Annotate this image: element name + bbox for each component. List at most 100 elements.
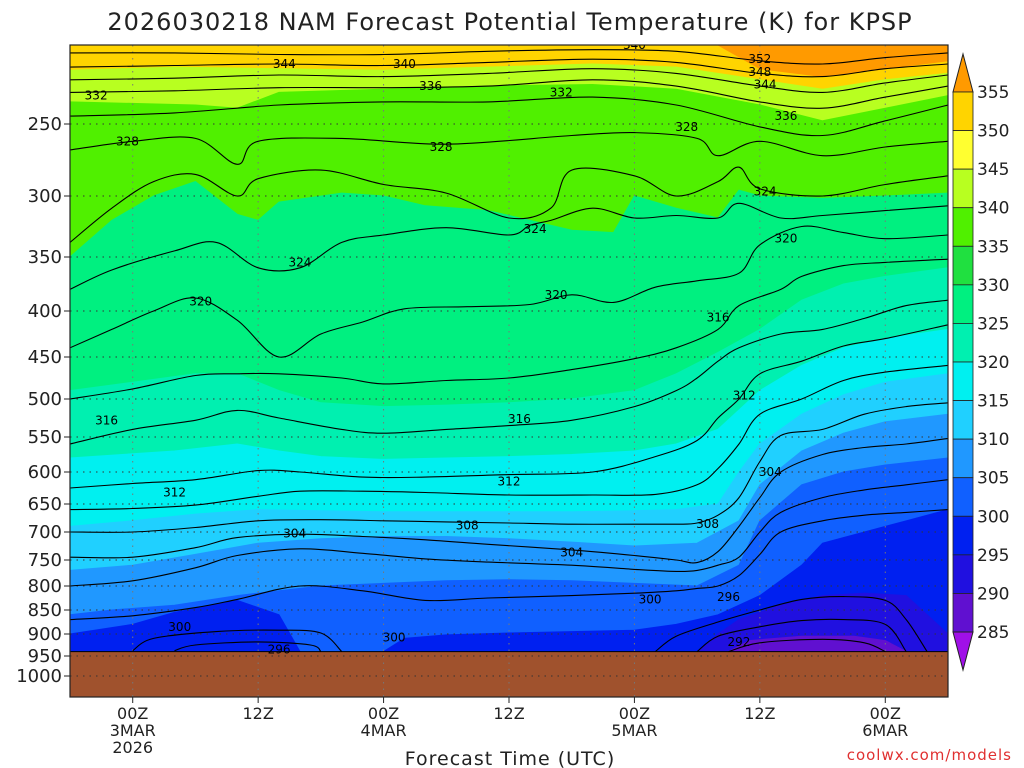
y-tick-label-600: 600 (28, 462, 62, 483)
colorbar-label-290: 290 (977, 584, 1009, 604)
contour-label-7: 348 (748, 65, 771, 79)
contour-label-27: 304 (759, 465, 782, 479)
colorbar-label-300: 300 (977, 507, 1009, 527)
contour-line-17 (132, 629, 343, 653)
contour-label-23: 312 (163, 485, 186, 499)
colorbar-band-6 (952, 284, 974, 324)
colorbar-label-315: 315 (977, 392, 1009, 412)
contour-label-4: 332 (550, 85, 573, 99)
contour-label-18: 320 (189, 294, 212, 308)
contour-label-21: 316 (508, 412, 531, 426)
contour-label-22: 312 (733, 389, 756, 403)
x-axis-title: Forecast Time (UTC) (405, 748, 615, 768)
contour-label-15: 324 (288, 255, 311, 269)
colorbar-label-295: 295 (977, 546, 1009, 566)
contour-line-20 (696, 618, 907, 653)
colorbar-band-1 (952, 91, 974, 131)
colorbar-arrow-bottom (952, 631, 974, 672)
y-tick-label-500: 500 (28, 389, 62, 410)
contour-line-19 (654, 596, 928, 653)
x-tick-label-4-1: 5MAR (611, 721, 657, 740)
y-tick-label-750: 750 (28, 550, 62, 571)
contour-label-13: 324 (754, 185, 777, 199)
x-tick-label-0-2: 2026 (112, 738, 153, 757)
y-tick-label-950: 950 (28, 646, 62, 667)
contour-label-3: 332 (85, 89, 108, 103)
colorbar-band-8 (952, 361, 974, 401)
contour-label-5: 340 (623, 38, 646, 52)
contour-label-33: 296 (717, 590, 740, 604)
colorbar-band-4 (952, 207, 974, 247)
contour-label-35: 292 (727, 635, 750, 649)
colorbar-label-285: 285 (977, 623, 1009, 643)
x-tick-label-0-1: 3MAR (110, 721, 156, 740)
y-tick-label-250: 250 (28, 114, 62, 135)
contour-label-30: 300 (168, 620, 191, 634)
contour-line-12 (70, 364, 948, 511)
contour-line-7 (70, 202, 948, 290)
contour-label-16: 320 (775, 232, 798, 246)
contour-label-28: 304 (283, 527, 306, 541)
colorbar-label-355: 355 (977, 83, 1009, 103)
credit-text: coolwx.com/models (847, 746, 1012, 764)
x-tick-label-3-0: 12Z (493, 704, 524, 723)
x-tick-label-6-0: 00Z (870, 704, 901, 723)
x-tick-label-1-0: 12Z (242, 704, 273, 723)
colorbar-label-305: 305 (977, 469, 1009, 489)
contour-line-0 (70, 49, 948, 65)
contour-label-31: 300 (383, 631, 406, 645)
contour-line-14 (70, 437, 948, 564)
colorbar-band-14 (952, 593, 974, 633)
contour-line-9 (70, 258, 948, 400)
contour-label-10: 328 (116, 134, 139, 148)
contour-label-14: 324 (524, 222, 547, 236)
y-tick-label-800: 800 (28, 576, 62, 597)
contour-label-11: 328 (430, 140, 453, 154)
y-tick-label-300: 300 (28, 186, 62, 207)
colorbar-label-350: 350 (977, 122, 1009, 142)
contour-line-3 (70, 79, 948, 109)
y-tick-label-850: 850 (28, 600, 62, 621)
y-tick-label-550: 550 (28, 427, 62, 448)
contour-label-1: 340 (393, 57, 416, 71)
x-tick-label-2-0: 00Z (368, 704, 399, 723)
x-tick-label-5-0: 12Z (744, 704, 775, 723)
contour-label-17: 320 (545, 288, 568, 302)
colorbar-label-330: 330 (977, 276, 1009, 296)
contour-line-2 (70, 68, 948, 93)
colorbar-label-340: 340 (977, 199, 1009, 219)
contour-label-20: 316 (95, 413, 118, 427)
contour-line-8 (70, 225, 948, 358)
x-tick-label-0-0: 00Z (117, 704, 148, 723)
contour-line-6 (70, 166, 948, 243)
contour-label-25: 308 (456, 518, 479, 532)
y-tick-label-1000: 1000 (16, 666, 62, 687)
contour-label-34: 296 (268, 642, 291, 656)
colorbar-band-2 (952, 130, 974, 170)
contour-line-16 (70, 509, 948, 621)
colorbar-band-11 (952, 477, 974, 517)
contour-line-1 (70, 58, 948, 78)
colorbar-band-9 (952, 400, 974, 440)
contour-line-4 (70, 96, 948, 137)
y-tick-label-700: 700 (28, 522, 62, 543)
x-tick-label-2-1: 4MAR (361, 721, 407, 740)
y-tick-label-400: 400 (28, 301, 62, 322)
ground-area (70, 651, 948, 697)
contour-label-24: 312 (498, 475, 521, 489)
colorbar-label-310: 310 (977, 430, 1009, 450)
colorbar-band-3 (952, 168, 974, 209)
contour-label-19: 316 (707, 310, 730, 324)
contour-label-0: 344 (273, 57, 296, 71)
contour-line-10 (70, 299, 948, 445)
colorbar-label-345: 345 (977, 160, 1009, 180)
x-tick-label-6-1: 6MAR (862, 721, 908, 740)
contour-label-9: 336 (775, 109, 798, 123)
colorbar-band-13 (952, 554, 974, 594)
colorbar-label-335: 335 (977, 237, 1009, 257)
y-tick-label-900: 900 (28, 624, 62, 645)
contour-label-12: 328 (675, 120, 698, 134)
contour-label-32: 300 (639, 592, 662, 606)
